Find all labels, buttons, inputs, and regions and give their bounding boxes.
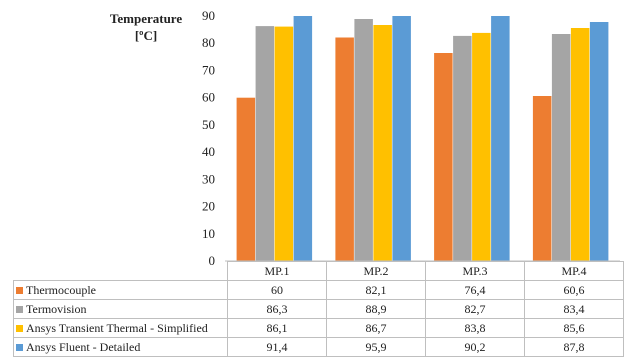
x-tick-label: MP.3 [425, 261, 525, 281]
data-label: 82,7 [425, 299, 525, 319]
x-tick-label: MP.4 [524, 261, 624, 281]
data-label: 87,8 [524, 337, 624, 357]
y-tick-label: 50 [202, 117, 215, 132]
legend-entry: Ansys Transient Thermal - Simplified [13, 318, 228, 338]
legend-key [16, 286, 23, 294]
y-tick-label: 60 [202, 90, 215, 105]
data-label: 90,2 [425, 337, 525, 357]
data-label: 83,4 [524, 299, 624, 319]
bar [472, 32, 491, 262]
y-tick-label: 40 [202, 144, 215, 159]
bar [293, 16, 313, 261]
y-tick-label: 30 [202, 171, 215, 186]
data-label: 82,1 [326, 280, 426, 300]
series-name: Termovision [26, 301, 87, 316]
y-axis-label: Temperature [109, 11, 183, 26]
data-label: 88,9 [326, 299, 426, 319]
series-name: Ansys Transient Thermal - Simplified [26, 320, 208, 335]
bar [551, 34, 571, 261]
y-tick-label: 20 [202, 199, 215, 214]
series-name: Ansys Fluent - Detailed [26, 339, 141, 354]
data-label: 95,9 [326, 337, 426, 357]
bar [255, 26, 275, 261]
data-label: 86,1 [227, 318, 327, 338]
data-table: MP.1 MP.2 MP.3 MP.4 Thermocouple 60 82,1 76,4 60… [13, 261, 624, 357]
y-tick-label: 0 [209, 253, 216, 268]
bar [236, 97, 256, 261]
bar [453, 35, 472, 262]
y-axis-ticks: 0 10 20 30 40 50 60 70 80 90 [202, 8, 215, 268]
legend-entry: Termovision [13, 299, 228, 319]
data-label: 83,8 [425, 318, 525, 338]
legend-entry: Thermocouple [13, 280, 228, 300]
data-label: 60,6 [524, 280, 624, 300]
bar [392, 16, 411, 261]
data-label: 91,4 [227, 337, 327, 357]
x-tick-label: MP.1 [227, 261, 327, 281]
bars [236, 16, 609, 262]
legend-key [16, 343, 23, 351]
table-row: Termovision 86,3 88,9 82,7 83,4 [13, 299, 624, 319]
y-axis-title: Temperature [ºC] [100, 10, 192, 44]
table-row: Ansys Fluent - Detailed 91,4 95,9 90,2 87,8 [13, 337, 624, 357]
bar [373, 25, 392, 261]
bar [532, 96, 552, 261]
y-axis-unit: [ºC] [134, 28, 158, 43]
bar [589, 22, 609, 261]
y-tick-label: 80 [202, 35, 215, 50]
data-label: 86,7 [326, 318, 426, 338]
y-tick-label: 10 [202, 226, 215, 241]
table-row: Ansys Transient Thermal - Simplified 86,1… [13, 318, 624, 338]
table-row: Thermocouple 60 82,1 76,4 60,6 [13, 280, 624, 300]
y-tick-label: 90 [202, 8, 215, 23]
data-label: 60 [227, 280, 327, 300]
x-tick-label: MP.2 [326, 261, 426, 281]
data-label: 76,4 [425, 280, 525, 300]
bar [570, 28, 590, 261]
series-name: Thermocouple [26, 282, 96, 297]
bar [491, 16, 510, 261]
legend-key [16, 324, 23, 332]
legend-entry: Ansys Fluent - Detailed [13, 337, 228, 357]
y-tick-label: 70 [202, 62, 215, 77]
data-label: 86,3 [227, 299, 327, 319]
legend-key [16, 305, 23, 313]
bar [274, 26, 294, 261]
bar [434, 53, 453, 261]
table-header-row: MP.1 MP.2 MP.3 MP.4 [13, 261, 624, 281]
bar [354, 19, 373, 261]
bar [335, 37, 354, 261]
data-label: 85,6 [524, 318, 624, 338]
